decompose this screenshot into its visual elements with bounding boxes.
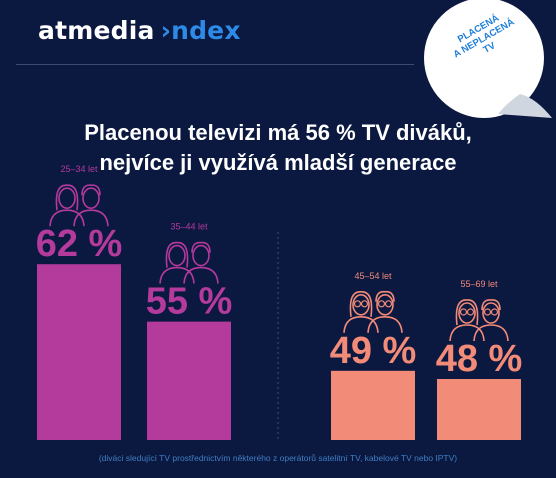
couple-glasses-icon [449,299,509,342]
sticker-badge [424,0,552,118]
headline-line-2: nejvíce ji využívá mladší generace [99,150,457,175]
value-label-2: 55 % [146,281,233,323]
couple-glasses-icon [343,290,403,333]
logo-brand: atmedia [38,16,155,45]
bar-3 [331,370,415,440]
headline-line-1: Placenou televizi má 56 % TV diváků, [84,120,472,145]
logo-index: ›ndex [160,16,241,45]
couple-icon [159,241,219,284]
bar-2 [147,321,231,440]
bar-4 [437,379,521,440]
bar-1 [37,264,121,440]
value-label-1: 62 % [36,223,123,265]
category-label-2: 35–44 let [170,222,208,232]
couple-icon [49,184,109,227]
category-label-1: 25–34 let [60,164,98,174]
value-label-4: 48 % [436,338,523,380]
value-label-3: 49 % [330,330,417,372]
atmedia-index-logo: atmedia ›ndex [38,16,241,45]
page-title: Placenou televizi má 56 % TV diváků, nej… [0,118,556,178]
footnote: (diváci sledující TV prostřednictvím něk… [98,453,458,463]
category-label-3: 45–54 let [354,271,392,281]
header-divider [16,64,414,65]
category-label-4: 55–69 let [460,279,498,289]
